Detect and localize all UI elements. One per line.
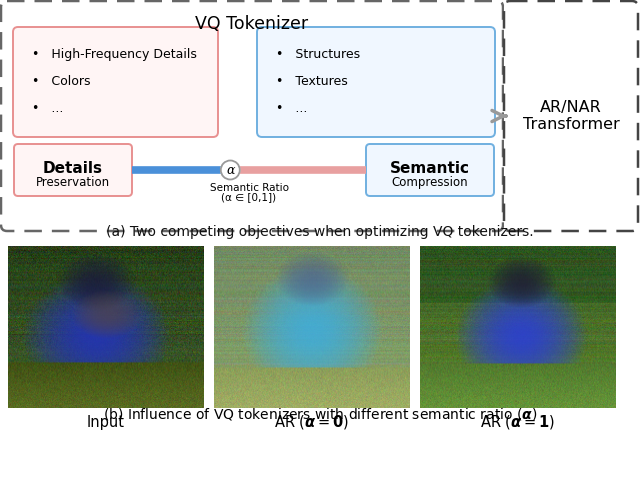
Text: α: α <box>226 163 234 176</box>
FancyBboxPatch shape <box>14 144 132 196</box>
Text: (α ∈ [0,1]): (α ∈ [0,1]) <box>221 192 276 202</box>
FancyBboxPatch shape <box>1 1 503 231</box>
Text: •   ...: • ... <box>32 102 63 115</box>
FancyBboxPatch shape <box>13 27 218 137</box>
FancyBboxPatch shape <box>366 144 494 196</box>
Text: •   Textures: • Textures <box>276 75 348 88</box>
Text: •   Colors: • Colors <box>32 75 90 88</box>
Text: •   ...: • ... <box>276 102 307 115</box>
Text: Semantic Ratio: Semantic Ratio <box>209 183 289 193</box>
Text: AR/NAR
Transformer: AR/NAR Transformer <box>523 100 620 132</box>
Text: AR ($\boldsymbol{\alpha}=\mathbf{0}$): AR ($\boldsymbol{\alpha}=\mathbf{0}$) <box>275 413 349 431</box>
Text: AR ($\boldsymbol{\alpha}=\mathbf{1}$): AR ($\boldsymbol{\alpha}=\mathbf{1}$) <box>481 413 556 431</box>
Text: Compression: Compression <box>392 175 468 189</box>
FancyBboxPatch shape <box>257 27 495 137</box>
Text: •   Structures: • Structures <box>276 47 360 60</box>
Text: •   High-Frequency Details: • High-Frequency Details <box>32 47 197 60</box>
Text: (b) Influence of VQ tokenizers with different semantic ratio ($\boldsymbol{\alph: (b) Influence of VQ tokenizers with diff… <box>103 406 537 422</box>
Text: VQ Tokenizer: VQ Tokenizer <box>195 15 308 33</box>
Text: Semantic: Semantic <box>390 160 470 175</box>
Text: (a) Two competing objectives when optimizing VQ tokenizers.: (a) Two competing objectives when optimi… <box>106 225 534 239</box>
Circle shape <box>221 160 240 179</box>
Text: Details: Details <box>43 160 103 175</box>
Text: Input: Input <box>87 414 125 429</box>
FancyBboxPatch shape <box>504 1 638 231</box>
Text: Preservation: Preservation <box>36 175 110 189</box>
